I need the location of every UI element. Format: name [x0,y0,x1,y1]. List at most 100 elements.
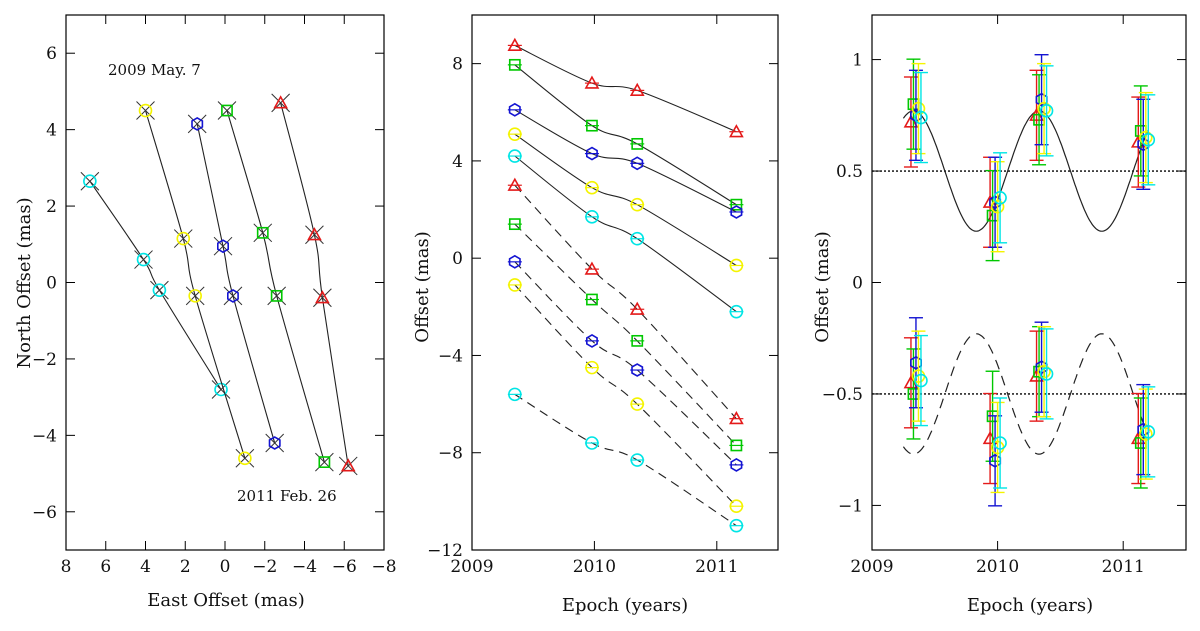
panel2-data-point [630,397,645,411]
panel1-x-tick-label: 6 [100,557,111,577]
panel2-data-point [729,258,744,273]
panel3-data-point [911,101,926,116]
panel2-data-point [630,231,645,246]
panel1-track-line [144,110,246,459]
panel1-cross-mark [223,286,243,306]
panel2-plot-area: 2009 2010 2011 −12 −8 −4 0 4 8 [427,14,779,577]
panel3-y-tick-label: −0.5 [822,385,863,405]
panel2-y-tick-label: −12 [427,541,463,561]
panel1-x-tick-label: 4 [140,557,151,577]
panel3-y-tick-label: −1 [838,496,863,516]
panel1-track-line [196,123,276,444]
panel2-y-tick-label: −4 [438,346,463,366]
panel1-data-point [256,226,269,239]
panel2-data-point [631,137,644,150]
panel2-x-tick-label: 2011 [695,557,738,577]
panel1-y-tick-label: 0 [46,274,57,294]
annotation-start-date: 2009 May. 7 [108,61,201,79]
panel1-cross-mark [265,433,285,453]
panel2-data-point [508,278,522,292]
panel2-data-point [585,180,599,195]
panel2-frame [471,14,779,551]
panel1-x-axis-label: East Offset (mas) [147,590,305,611]
panel1-cross-mark [173,229,193,248]
panel2-data-point [508,58,521,71]
panel2-data-point [629,301,645,315]
panel2-series-line [514,393,737,527]
panel2-data-point [586,119,598,132]
panel1-cross-mark [235,448,255,468]
panel1-plot-area: 8 6 4 2 0 −2 −4 −6 −8 −6 −4 −2 0 2 4 6 [32,14,397,577]
panel2-data-point [507,177,523,191]
panel3-plot-area: 2009 2010 2011 −1 −0.5 0 0.5 1 [822,14,1187,577]
panel2-data-point [730,198,743,211]
panel1-data-point [138,103,153,118]
panel2-x-tick-label: 2010 [573,557,616,577]
panel2-data-point [729,304,744,319]
panel2-y-tick-label: 4 [452,152,463,172]
panel2-data-point [508,149,522,163]
panel1-x-tick-label: 0 [220,557,231,577]
panel1-cross-mark [315,452,334,472]
panel1-x-tick-label: −4 [292,557,317,577]
panel1-track-line [89,180,222,390]
panel1-cross-mark [313,288,332,308]
panel2-data-point [630,453,645,467]
panel2-y-tick-label: 8 [452,55,463,75]
panel2-data-point [629,82,645,96]
panel1-track-line [280,102,349,466]
panel2-data-point [585,210,599,224]
panel3-data-point [990,199,1005,214]
panel2-series-line [514,44,737,133]
panel2-data-point [585,333,598,348]
panel1-x-tick-label: −2 [252,557,277,577]
annotation-end-date: 2011 Feb. 26 [237,487,337,505]
panel2-series-line [514,261,737,466]
panel1-frame [65,14,385,551]
panel2-series-line [514,155,737,313]
panel1-x-tick-label: −8 [371,557,396,577]
panel1-y-tick-label: 2 [46,197,57,217]
panel1-data-point [83,174,97,189]
panel1-cross-mark [271,93,291,113]
panel2-y-tick-label: 0 [452,249,463,269]
panel2-data-point [585,360,599,375]
panel2-data-point [730,457,743,472]
panel2-data-point [508,102,521,117]
panel-proper-motion: 8 6 4 2 0 −2 −4 −6 −8 −6 −4 −2 0 2 4 6 East Offset (mas… [14,14,397,611]
panel2-data-point [631,363,644,377]
panel2-y-tick-label: −8 [438,444,463,464]
panel2-data-point [585,146,598,161]
panel1-cross-mark [134,250,153,269]
panel1-x-tick-label: 8 [61,557,72,577]
panel1-cross-mark [150,280,169,300]
panel-offset-vs-epoch: 2009 2010 2011 −12 −8 −4 0 4 8 Epoch (years) Off… [412,14,779,616]
panel3-x-tick-label: 2010 [976,557,1019,577]
panel1-y-tick-label: −4 [32,426,57,446]
panel1-cross-mark [253,223,273,243]
panel2-data-point [584,261,600,275]
panel2-series-line [514,223,737,446]
panel1-track-line [226,110,325,463]
panel3-data-point [914,110,928,125]
panel3-data-point [1141,133,1156,147]
panel2-data-point [729,411,744,425]
panel1-cross-mark [80,171,100,191]
panel2-data-point [508,127,522,141]
panel1-data-point [152,283,167,297]
panel2-data-point [508,218,521,231]
panel1-data-point [227,288,239,303]
panel2-x-axis-label: Epoch (years) [562,595,688,616]
panel1-cross-mark [185,286,205,306]
panel1-x-tick-label: −6 [332,557,357,577]
panel2-data-point [729,124,744,138]
panel3-data-point [1037,364,1051,379]
panel1-y-tick-label: −2 [32,350,57,370]
panel2-data-point [631,334,644,347]
panel1-data-point [268,436,281,450]
panel1-y-tick-label: 6 [46,44,57,64]
panel-parallax: 2009 2010 2011 −1 −0.5 0 0.5 1 Epoch (years) Of… [812,14,1187,616]
panel1-x-tick-label: 2 [180,557,191,577]
panel3-x-axis-label: Epoch (years) [967,595,1093,616]
